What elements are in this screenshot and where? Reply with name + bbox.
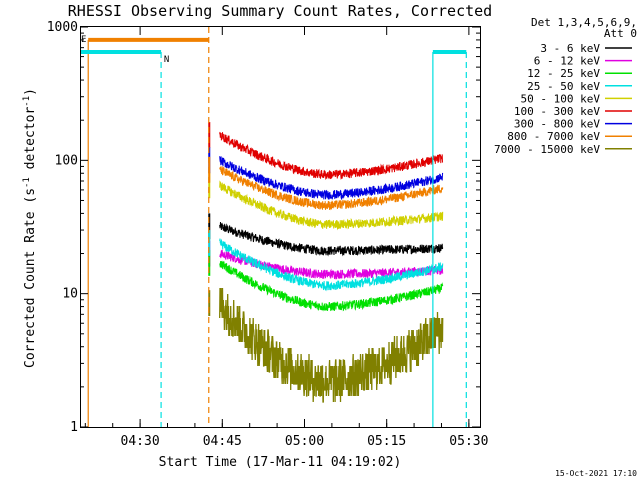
legend-label-1: 3 - 6 keV: [540, 42, 600, 55]
chart-title: RHESSI Observing Summary Count Rates, Co…: [68, 2, 492, 20]
legend-label-4: 25 - 50 keV: [527, 80, 600, 93]
legend-label-5: 50 - 100 keV: [521, 92, 601, 105]
x-tick-label-1: 04:30: [121, 434, 160, 449]
y-tick-label-1: 1: [70, 420, 78, 435]
x-tick-label-4: 05:15: [367, 434, 406, 449]
legend-label-3: 12 - 25 keV: [527, 67, 600, 80]
y-tick-label-3: 100: [55, 153, 78, 168]
x-tick-label-2: 04:45: [203, 434, 242, 449]
legend-header-line-2: Att 0: [604, 27, 637, 40]
x-axis-ticks: 04:30 04:45 05:00 05:15 05:30: [84, 27, 488, 449]
night-label: N: [164, 55, 169, 65]
series-line-8: [219, 166, 444, 211]
footer-date: 15-Oct-2021 17:10: [555, 469, 637, 478]
series-line-1: [219, 221, 444, 257]
series-line-4: [219, 238, 444, 292]
legend-label-9: 7000 - 15000 keV: [494, 143, 600, 156]
series-line-6: [219, 131, 444, 180]
annotation-layer: EN: [80, 27, 467, 427]
y-label-sup-2: -1: [22, 96, 32, 107]
y-tick-label-4: 1000: [47, 20, 78, 35]
y-axis-label: Corrected Count Rate (s-1 detector-1): [22, 88, 38, 368]
y-axis-ticks: 1 10 100 1000: [47, 20, 480, 435]
plot-frame: [80, 26, 481, 428]
x-tick-label-3: 05:00: [285, 434, 324, 449]
x-axis-label: Start Time (17-Mar-11 04:19:02): [159, 455, 402, 470]
series-layer: [208, 122, 444, 403]
y-label-main: Corrected Count Rate (s: [23, 188, 38, 368]
series-line-7: [219, 156, 444, 201]
y-tick-label-2: 10: [62, 287, 78, 302]
y-label-sup-1: -1: [22, 177, 32, 188]
x-tick-label-5: 05:30: [449, 434, 488, 449]
series-line-5: [219, 180, 444, 231]
y-label-mid: detector: [23, 107, 38, 178]
legend-label-8: 800 - 7000 keV: [507, 130, 600, 143]
legend-label-6: 100 - 300 keV: [514, 105, 600, 118]
series-line-9: [219, 287, 444, 403]
legend-label-7: 300 - 800 keV: [514, 118, 600, 131]
y-label-end: ): [23, 88, 38, 96]
legend-label-2: 6 - 12 keV: [534, 55, 601, 68]
series-line-3: [219, 260, 444, 312]
legend-header-line-1: Det 1,3,4,5,6,9,: [531, 16, 637, 29]
